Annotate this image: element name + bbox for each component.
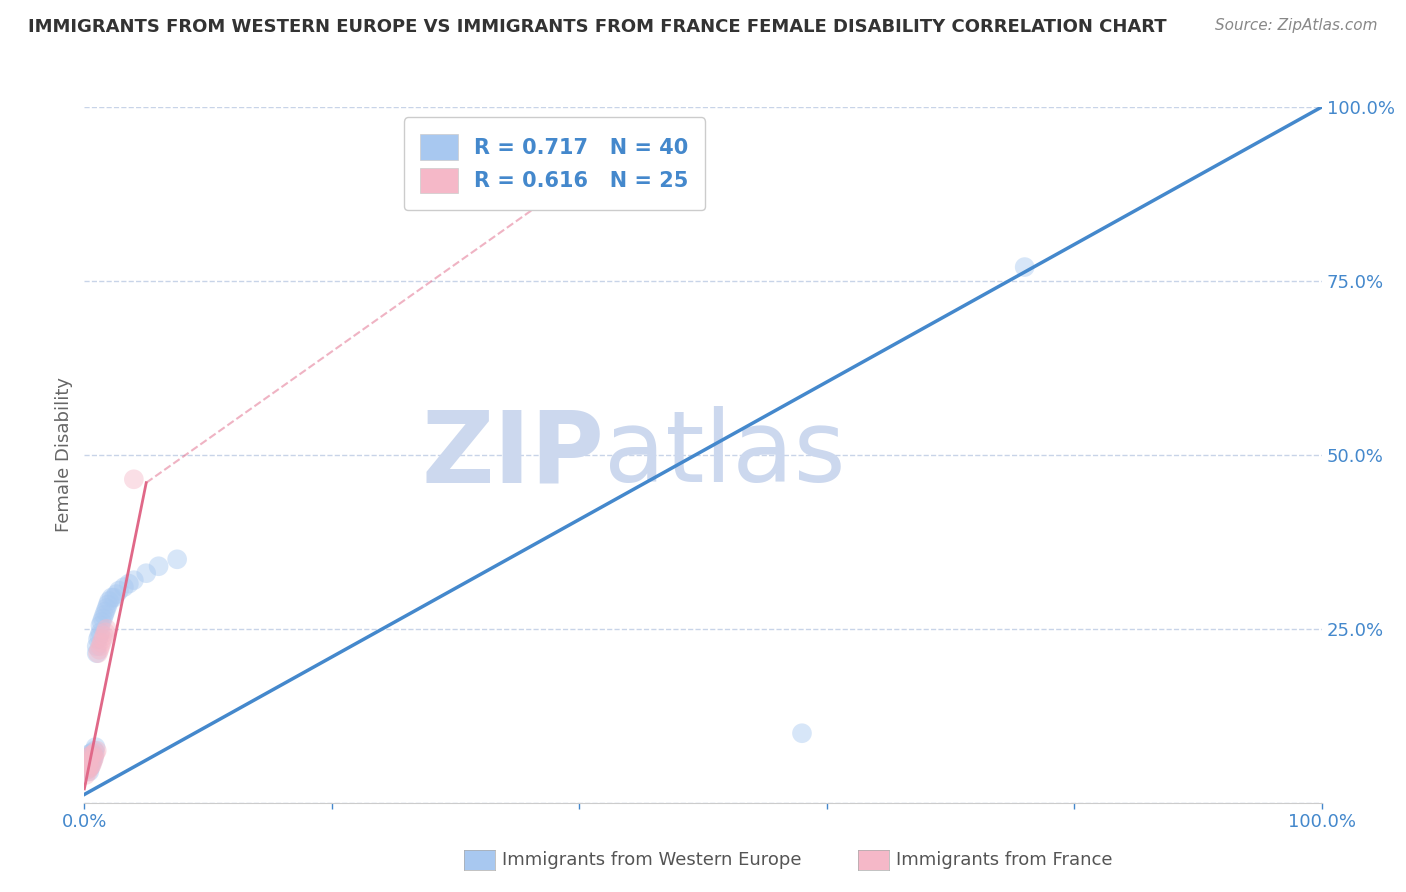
Point <box>93 629 115 643</box>
Point <box>82 753 104 767</box>
Point <box>790 726 813 740</box>
Point <box>79 759 101 773</box>
Point <box>79 748 101 763</box>
Point <box>96 601 118 615</box>
Point <box>97 598 120 612</box>
Text: Immigrants from France: Immigrants from France <box>896 851 1112 869</box>
Point <box>90 615 112 629</box>
Point <box>166 552 188 566</box>
Point <box>86 639 108 653</box>
Point <box>103 591 125 605</box>
Point <box>80 756 103 770</box>
Point <box>77 764 100 779</box>
Text: atlas: atlas <box>605 407 845 503</box>
Point <box>77 750 100 764</box>
Point <box>86 744 108 758</box>
Legend: R = 0.717   N = 40, R = 0.616   N = 25: R = 0.717 N = 40, R = 0.616 N = 25 <box>404 118 706 210</box>
Text: IMMIGRANTS FROM WESTERN EUROPE VS IMMIGRANTS FROM FRANCE FEMALE DISABILITY CORRE: IMMIGRANTS FROM WESTERN EUROPE VS IMMIGR… <box>28 18 1167 36</box>
Point <box>93 607 115 622</box>
Point <box>89 639 111 653</box>
Point <box>89 625 111 640</box>
Point <box>77 763 100 777</box>
Point <box>118 576 141 591</box>
Point <box>76 763 98 777</box>
Point <box>76 754 98 768</box>
Point <box>84 740 107 755</box>
Point <box>80 757 103 772</box>
Point <box>91 611 114 625</box>
Point <box>89 618 111 632</box>
Point <box>75 768 97 782</box>
Y-axis label: Female Disability: Female Disability <box>55 377 73 533</box>
Point <box>75 757 97 772</box>
Point <box>90 636 112 650</box>
Point <box>86 646 108 660</box>
Point <box>148 559 170 574</box>
Point <box>79 748 101 763</box>
Point <box>83 750 105 764</box>
Point <box>83 744 105 758</box>
Point <box>112 580 135 594</box>
Point <box>94 625 117 640</box>
Point <box>1014 260 1036 274</box>
Point <box>83 748 105 763</box>
Point <box>79 759 101 773</box>
Point <box>96 622 118 636</box>
Point <box>135 566 157 581</box>
Point <box>77 756 100 770</box>
Point <box>98 594 121 608</box>
Point <box>91 632 114 647</box>
Point <box>82 747 104 761</box>
Point <box>76 757 98 772</box>
Point <box>89 642 111 657</box>
Point <box>105 587 128 601</box>
Text: ZIP: ZIP <box>422 407 605 503</box>
Point <box>94 605 117 619</box>
Point <box>84 746 107 760</box>
Text: Source: ZipAtlas.com: Source: ZipAtlas.com <box>1215 18 1378 33</box>
Point <box>122 472 145 486</box>
Point <box>87 632 110 647</box>
Point <box>122 573 145 587</box>
Point <box>82 754 104 768</box>
Point <box>79 764 101 779</box>
Point <box>100 591 122 605</box>
Point <box>79 761 101 775</box>
Point <box>108 583 131 598</box>
Point <box>80 746 103 760</box>
Point <box>76 754 98 768</box>
Point <box>87 646 110 660</box>
Text: Immigrants from Western Europe: Immigrants from Western Europe <box>502 851 801 869</box>
Point <box>79 750 101 764</box>
Point <box>89 629 111 643</box>
Point <box>79 747 101 761</box>
Point <box>75 761 97 775</box>
